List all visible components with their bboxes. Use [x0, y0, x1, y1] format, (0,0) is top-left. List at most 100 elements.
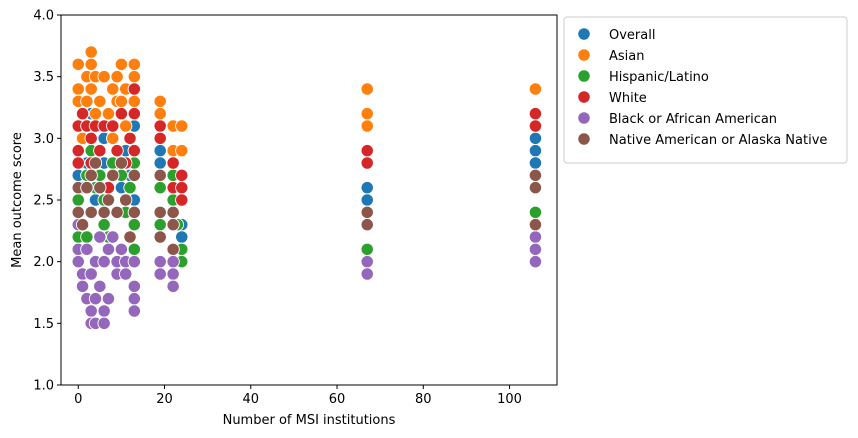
point-white: [175, 168, 189, 182]
y-axis-ticks: 1.0 1.5 2.0 2.5 3.0 3.5 4.0: [33, 9, 61, 394]
point-black-or-african-american: [97, 316, 111, 330]
point-native-american-or-alaska-native: [75, 218, 90, 232]
point-black-or-african-american: [88, 292, 103, 306]
point-asian: [71, 57, 85, 71]
y-tick-label: 1.5: [33, 317, 54, 332]
point-hispanic-latino: [97, 218, 111, 232]
point-white: [175, 193, 189, 207]
x-tick-label: 60: [329, 392, 346, 407]
point-asian: [153, 107, 167, 121]
point-native-american-or-alaska-native: [528, 181, 543, 195]
point-native-american-or-alaska-native: [528, 218, 543, 232]
point-native-american-or-alaska-native: [360, 218, 374, 232]
point-native-american-or-alaska-native: [153, 205, 167, 219]
point-asian: [88, 107, 103, 121]
x-tick-label: 80: [415, 392, 432, 407]
y-tick-label: 3.0: [33, 132, 54, 147]
point-asian: [84, 57, 98, 71]
point-white: [127, 82, 141, 96]
point-white: [127, 144, 141, 158]
point-black-or-african-american: [360, 255, 374, 269]
point-black-or-african-american: [153, 255, 167, 269]
legend-marker: [577, 132, 591, 146]
x-axis-label: Number of MSI institutions: [223, 413, 396, 428]
point-native-american-or-alaska-native: [153, 168, 167, 182]
y-tick-label: 4.0: [33, 9, 54, 24]
point-asian: [175, 144, 189, 158]
point-asian: [175, 119, 189, 133]
point-black-or-african-american: [101, 242, 116, 256]
legend-label: Black or African American: [609, 112, 777, 127]
y-tick-label: 1.0: [33, 379, 54, 394]
point-native-american-or-alaska-native: [166, 242, 180, 256]
point-native-american-or-alaska-native: [166, 205, 180, 219]
point-black-or-african-american: [127, 279, 141, 293]
legend-marker: [577, 69, 591, 83]
point-asian: [80, 94, 94, 108]
point-native-american-or-alaska-native: [166, 218, 180, 232]
point-black-or-african-american: [93, 230, 107, 244]
point-overall: [153, 156, 167, 170]
point-native-american-or-alaska-native: [84, 205, 98, 219]
point-white: [114, 107, 129, 121]
point-white: [153, 131, 167, 145]
point-native-american-or-alaska-native: [360, 205, 374, 219]
point-native-american-or-alaska-native: [88, 156, 103, 170]
x-tick-label: 0: [74, 392, 82, 407]
point-black-or-african-american: [166, 267, 180, 281]
point-native-american-or-alaska-native: [119, 193, 133, 207]
point-white: [528, 107, 543, 121]
point-native-american-or-alaska-native: [127, 168, 141, 182]
point-asian: [119, 119, 133, 133]
point-black-or-african-american: [71, 255, 85, 269]
point-overall: [153, 144, 167, 158]
point-asian: [84, 82, 98, 96]
point-black-or-african-american: [119, 267, 133, 281]
point-white: [93, 144, 107, 158]
x-tick-label: 20: [156, 392, 173, 407]
point-asian: [71, 82, 85, 96]
point-native-american-or-alaska-native: [80, 181, 94, 195]
point-hispanic-latino: [153, 181, 167, 195]
point-native-american-or-alaska-native: [123, 230, 137, 244]
point-black-or-african-american: [127, 304, 141, 318]
point-hispanic-latino: [528, 205, 543, 219]
y-axis-label: Mean outcome score: [10, 132, 25, 268]
point-asian: [110, 70, 124, 84]
point-white: [106, 119, 120, 133]
point-black-or-african-american: [80, 242, 94, 256]
point-asian: [101, 107, 116, 121]
x-axis-ticks: 0 20 40 60 80 100: [74, 385, 522, 407]
point-asian: [106, 82, 120, 96]
point-black-or-african-american: [360, 267, 374, 281]
point-asian: [97, 70, 111, 84]
point-black-or-african-american: [114, 242, 129, 256]
legend-label: Overall: [609, 28, 655, 43]
point-white: [528, 119, 543, 133]
point-black-or-african-american: [97, 255, 111, 269]
point-native-american-or-alaska-native: [110, 205, 124, 219]
point-hispanic-latino: [123, 181, 137, 195]
point-overall: [528, 144, 543, 158]
point-asian: [153, 94, 167, 108]
point-black-or-african-american: [93, 279, 107, 293]
point-white: [175, 181, 189, 195]
point-overall: [528, 131, 543, 145]
point-asian: [360, 107, 374, 121]
point-hispanic-latino: [80, 230, 94, 244]
point-native-american-or-alaska-native: [106, 168, 120, 182]
point-hispanic-latino: [127, 218, 141, 232]
point-black-or-african-american: [84, 304, 98, 318]
point-asian: [106, 131, 120, 145]
legend: Overall Asian Hispanic/Latino White Black or…: [563, 16, 848, 164]
legend-label: Hispanic/Latino: [609, 70, 709, 85]
point-black-or-african-american: [75, 279, 90, 293]
point-black-or-african-american: [528, 255, 543, 269]
point-overall: [360, 193, 374, 207]
x-tick-label: 100: [497, 392, 522, 407]
point-black-or-african-american: [153, 267, 167, 281]
point-native-american-or-alaska-native: [101, 193, 116, 207]
point-white: [153, 119, 167, 133]
y-tick-label: 3.5: [33, 70, 54, 85]
